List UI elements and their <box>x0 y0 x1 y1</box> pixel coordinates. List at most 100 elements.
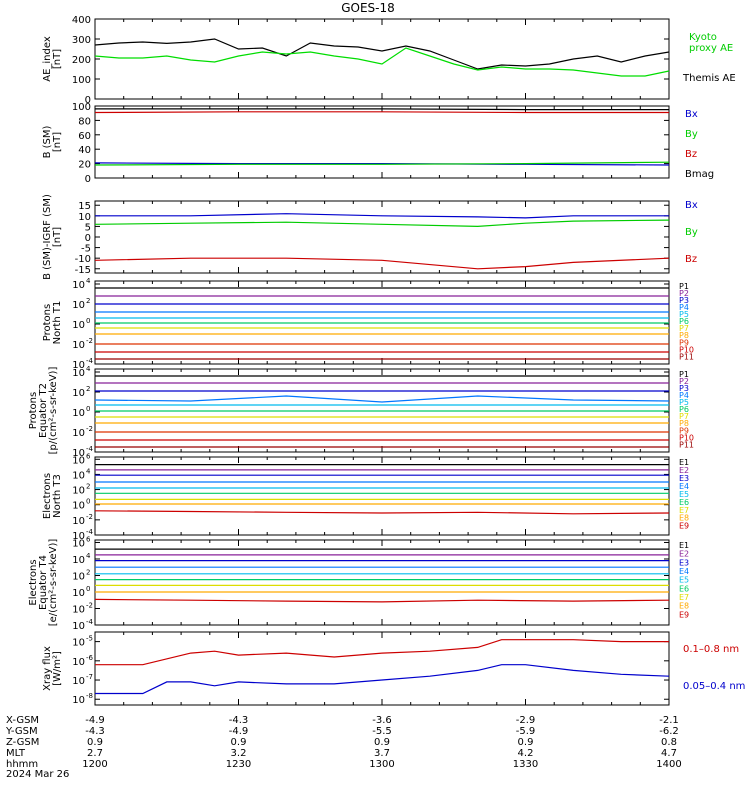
legend-proxy-ae: proxy AE <box>689 43 733 54</box>
y-tick-exponent: 2 <box>86 385 90 393</box>
y-tick-label: 10 <box>72 340 85 351</box>
y-tick-label: 10 <box>72 621 85 632</box>
y-tick-label: 10 <box>72 571 85 582</box>
y-tick-label: 10 <box>72 676 85 687</box>
y-tick-exponent: 2 <box>86 568 90 576</box>
ephemeris-date: 2024 Mar 26 <box>6 769 69 780</box>
ephemeris-value: 0.9 <box>231 737 247 748</box>
y-tick-label: 80 <box>78 116 91 127</box>
legend-P8: P8 <box>679 419 689 428</box>
legend-P3: P3 <box>679 384 689 393</box>
y-tick-exponent: -5 <box>86 635 93 643</box>
legend-E1: E1 <box>679 458 689 467</box>
ephemeris-value: 0.9 <box>518 737 534 748</box>
ephemeris-table: X-GSM -4.9 -4.3 -3.6 -2.9 -2.1Y-GSM -4.3 -4.9 -5… <box>5 715 682 780</box>
y-tick-exponent: -7 <box>86 673 93 681</box>
y-tick-label: -15 <box>75 265 91 276</box>
ephemeris-value: -5.5 <box>372 726 392 737</box>
y-axis-label: Protons <box>42 304 53 341</box>
legend-P11: P11 <box>679 352 694 361</box>
y-tick-exponent: 0 <box>86 498 90 506</box>
ephemeris-value: 0.9 <box>87 737 103 748</box>
y-tick-label: 10 <box>72 368 85 379</box>
panel-2: 0 20 40 60 80 100 B (SM) [nT] Bx By Bz Bmag <box>42 102 714 185</box>
ephemeris-value: 1400 <box>656 759 681 770</box>
legend-Bx: Bx <box>685 200 698 211</box>
legend-E3: E3 <box>679 558 689 567</box>
y-tick-label: 10 <box>72 538 85 549</box>
y-tick-label: 10 <box>78 212 91 223</box>
ephemeris-value: 4.2 <box>518 748 534 759</box>
series-line-0.1–0.8-nm <box>95 639 669 666</box>
legend-E9: E9 <box>679 610 689 619</box>
series-line-Bz <box>94 257 670 270</box>
y-tick-exponent: -8 <box>86 692 93 700</box>
ephemeris-value: 1200 <box>82 759 107 770</box>
y-tick-label: 0 <box>85 233 91 244</box>
legend-E3: E3 <box>679 474 689 483</box>
legend-P4: P4 <box>679 391 689 400</box>
legend-E5: E5 <box>679 490 689 499</box>
series-line-Bmag <box>95 108 669 111</box>
y-tick-label: 10 <box>72 470 85 481</box>
legend-P2: P2 <box>679 289 689 298</box>
legend-P7: P7 <box>679 324 689 333</box>
legend-E8: E8 <box>679 602 689 611</box>
y-tick-label: 60 <box>78 131 91 142</box>
y-tick-label: 40 <box>78 145 91 156</box>
y-axis-label: B (SM)-IGRF (SM) <box>42 194 53 280</box>
y-axis-label: Electrons <box>28 559 39 605</box>
ephemeris-value: 1230 <box>226 759 251 770</box>
y-tick-label: 15 <box>78 201 91 212</box>
ephemeris-value: 0.8 <box>661 737 677 748</box>
y-tick-exponent: 0 <box>86 405 90 413</box>
panel-frame <box>94 456 670 536</box>
legend-P7: P7 <box>679 412 689 421</box>
legend-P3: P3 <box>679 296 689 305</box>
y-tick-label: 10 <box>72 428 85 439</box>
legend-E2: E2 <box>679 550 689 559</box>
y-tick-label: 400 <box>72 15 91 26</box>
y-tick-exponent: 6 <box>86 452 91 460</box>
ephemeris-value: 2.7 <box>87 748 103 759</box>
legend-kyoto: Kyoto <box>689 32 717 43</box>
y-axis-label: [e/(cm²-s-sr-keV)] <box>48 539 59 627</box>
ephemeris-value: -5.9 <box>516 726 536 737</box>
legend-E7: E7 <box>679 506 689 515</box>
legend-By: By <box>685 129 698 140</box>
ephemeris-label-hhmm: hhmm <box>6 759 38 770</box>
ephemeris-value: 4.7 <box>661 748 677 759</box>
y-tick-exponent: -2 <box>86 425 93 433</box>
ephemeris-value: 1330 <box>513 759 538 770</box>
ephemeris-label-Z-GSM: Z-GSM <box>6 737 39 748</box>
series-line-Themis-AE <box>94 38 670 70</box>
ephemeris-value: -4.9 <box>229 726 249 737</box>
chart-title: GOES-18 <box>341 1 395 15</box>
legend-P4: P4 <box>679 303 689 312</box>
y-axis-label: Equator T2 <box>38 383 49 438</box>
y-tick-label: 5 <box>85 222 91 233</box>
y-tick-label: 10 <box>72 388 85 399</box>
series-line-Bx <box>95 213 669 219</box>
y-tick-exponent: 4 <box>86 365 91 373</box>
ephemeris-value: 3.7 <box>374 748 390 759</box>
y-tick-label: 10 <box>72 320 85 331</box>
series-line-E9 <box>94 510 670 515</box>
y-tick-exponent: 6 <box>86 535 91 543</box>
y-tick-label: -10 <box>75 254 91 265</box>
y-axis-label: Protons <box>28 392 39 429</box>
ephemeris-value: 0.9 <box>374 737 390 748</box>
y-tick-exponent: -4 <box>86 445 94 453</box>
y-axis-label: [W/m²] <box>52 651 63 686</box>
y-tick-label: 100 <box>72 75 91 86</box>
y-tick-exponent: 0 <box>86 317 90 325</box>
y-tick-exponent: 4 <box>86 552 91 560</box>
y-axis-label: North T1 <box>52 301 63 345</box>
y-tick-label: 10 <box>72 455 85 466</box>
legend-E1: E1 <box>679 541 689 550</box>
y-tick-exponent: -4 <box>86 528 94 536</box>
